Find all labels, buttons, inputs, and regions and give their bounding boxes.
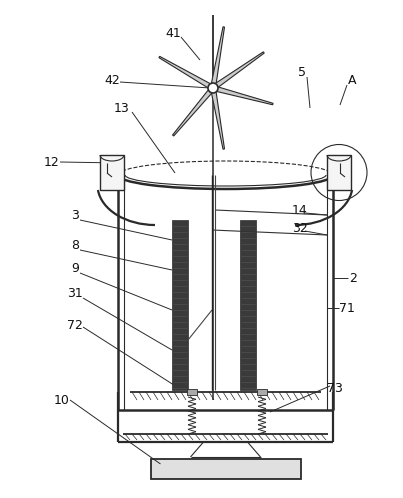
- Text: 5: 5: [298, 66, 306, 79]
- Polygon shape: [159, 56, 214, 90]
- Text: 3: 3: [71, 209, 79, 222]
- Text: 31: 31: [67, 286, 83, 299]
- Polygon shape: [210, 27, 224, 89]
- Bar: [100, 155, 124, 190]
- Text: 13: 13: [114, 102, 130, 115]
- Text: 72: 72: [67, 319, 83, 332]
- Polygon shape: [212, 86, 273, 105]
- Polygon shape: [210, 88, 224, 149]
- Text: 14: 14: [292, 204, 308, 217]
- Circle shape: [208, 83, 218, 93]
- Bar: [257, 389, 267, 395]
- Bar: [240, 220, 256, 390]
- Bar: [187, 389, 197, 395]
- Text: 41: 41: [165, 26, 181, 39]
- Text: 71: 71: [339, 301, 355, 315]
- Bar: [150, 459, 301, 479]
- Text: A: A: [348, 74, 356, 87]
- Text: 73: 73: [327, 381, 343, 394]
- Polygon shape: [172, 86, 215, 136]
- Bar: [327, 155, 351, 190]
- Text: 32: 32: [292, 222, 308, 235]
- Bar: [172, 220, 188, 390]
- Text: 9: 9: [71, 261, 79, 274]
- Text: 42: 42: [104, 74, 120, 87]
- Text: 12: 12: [44, 155, 60, 168]
- Text: 10: 10: [54, 393, 70, 406]
- Text: 2: 2: [349, 271, 357, 284]
- Text: 8: 8: [71, 239, 79, 251]
- Polygon shape: [212, 52, 264, 90]
